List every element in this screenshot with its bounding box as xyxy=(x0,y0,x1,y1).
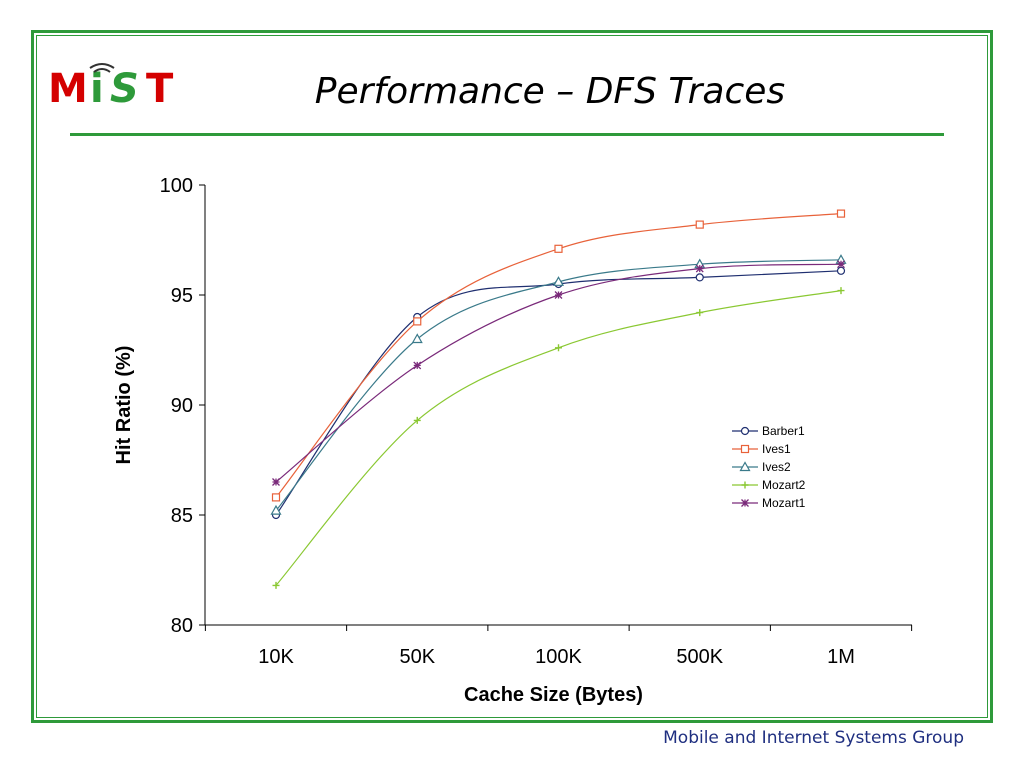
data-point-mozart2 xyxy=(555,344,562,352)
slide-frame-inner xyxy=(36,35,988,718)
x-tick-label: 10K xyxy=(258,646,294,668)
y-tick-label: 90 xyxy=(171,395,193,417)
data-point-ives1 xyxy=(413,317,422,326)
legend-label-mozart2: Mozart2 xyxy=(762,478,806,492)
logo-letter-i: i xyxy=(90,66,104,106)
logo-wifi-arc-inner xyxy=(93,68,111,73)
legend-marker-mozart1 xyxy=(741,499,749,507)
series-line-mozart2 xyxy=(275,290,842,586)
data-point-ives1 xyxy=(695,220,704,229)
data-point-barber1 xyxy=(695,273,704,282)
hit-ratio-chart: 80 85 90 95 100 10K 50K 100K 500K 1M Cache Size (B… xyxy=(113,175,913,706)
slide-frame-outer xyxy=(31,30,993,723)
logo-letter-m: M xyxy=(48,66,88,106)
legend-label-ives2: Ives2 xyxy=(762,460,791,474)
data-point-mozart1 xyxy=(272,478,280,486)
title-underline xyxy=(70,133,944,136)
series-line-barber1 xyxy=(275,270,842,516)
y-axis-label: Hit Ratio (%) xyxy=(113,346,135,465)
y-tick-label: 80 xyxy=(171,615,193,637)
y-tick-label: 85 xyxy=(171,505,193,527)
legend-label-barber1: Barber1 xyxy=(762,424,805,438)
data-point-mozart1 xyxy=(837,260,845,269)
legend-label-ives1: Ives1 xyxy=(762,442,791,456)
series-line-ives2 xyxy=(275,259,842,511)
x-tick-label: 50K xyxy=(399,646,435,668)
y-tick-label: 100 xyxy=(160,175,193,197)
data-point-ives2 xyxy=(411,333,423,344)
slide-title: Performance – DFS Traces xyxy=(314,71,786,112)
data-point-ives1 xyxy=(271,493,281,502)
data-point-ives2 xyxy=(270,504,282,515)
x-tick-label: 1M xyxy=(827,646,855,668)
data-point-mozart1 xyxy=(554,291,563,299)
data-point-ives1 xyxy=(836,209,846,218)
y-tick-label: 95 xyxy=(171,285,193,307)
mist-logo: M i S T xyxy=(48,63,174,106)
legend-marker-ives2 xyxy=(739,461,751,472)
legend-marker-ives1 xyxy=(740,444,750,454)
legend-marker-mozart2 xyxy=(741,481,749,489)
data-point-ives1 xyxy=(554,244,563,253)
x-tick-label: 500K xyxy=(676,646,723,668)
data-point-mozart2 xyxy=(272,581,280,589)
footer-text: Mobile and Internet Systems Group xyxy=(663,728,964,748)
data-point-mozart2 xyxy=(696,309,704,317)
data-point-mozart1 xyxy=(695,264,704,273)
data-point-ives2 xyxy=(552,276,565,286)
x-axis-label: Cache Size (Bytes) xyxy=(464,684,643,706)
data-point-barber1 xyxy=(836,266,846,275)
series-line-ives1 xyxy=(275,213,842,498)
logo-letter-s: S xyxy=(110,66,139,106)
data-point-mozart2 xyxy=(413,416,421,424)
legend-label-mozart1: Mozart1 xyxy=(762,496,806,510)
logo-letter-t: T xyxy=(146,66,174,106)
logo-wifi-arc-outer xyxy=(89,63,115,69)
data-point-mozart1 xyxy=(413,361,422,370)
x-tick-label: 100K xyxy=(535,646,582,668)
legend-marker-barber1 xyxy=(740,426,750,436)
data-point-mozart2 xyxy=(837,287,845,295)
